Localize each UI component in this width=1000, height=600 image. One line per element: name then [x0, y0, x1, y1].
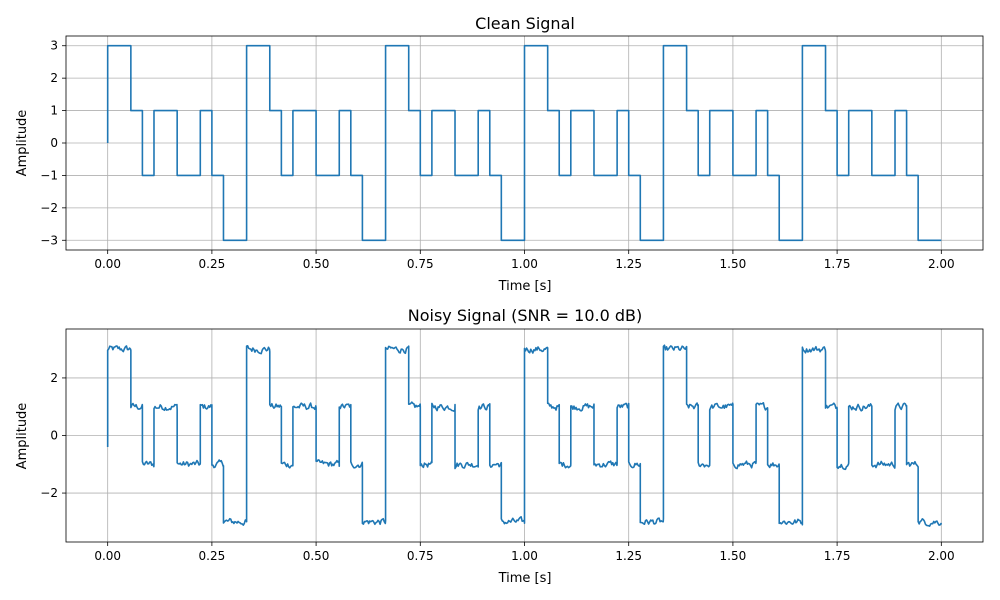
x-tick-label: 0.00	[94, 257, 121, 271]
noisy-signal-chart: Noisy Signal (SNR = 10.0 dB) 0.00 0.25 0.5…	[15, 306, 984, 586]
y-tick-label: 0	[50, 429, 58, 443]
x-tick-label: 1.75	[824, 549, 851, 563]
y-tick-label: 3	[50, 39, 58, 53]
x-tick-label: 2.00	[928, 549, 955, 563]
x-tick-label: 0.25	[199, 257, 226, 271]
x-axis-label: Time [s]	[498, 279, 552, 294]
x-tick-label: 0.50	[303, 549, 330, 563]
y-tick-label: −2	[40, 201, 58, 215]
x-tick-label: 0.75	[407, 549, 434, 563]
x-tick-label: 0.50	[303, 257, 330, 271]
y-axis-label: Amplitude	[15, 403, 30, 470]
y-tick-label: −3	[40, 233, 58, 247]
y-tick-label: 0	[50, 136, 58, 150]
chart-title: Noisy Signal (SNR = 10.0 dB)	[408, 306, 642, 325]
series	[106, 344, 943, 527]
y-axis-label: Amplitude	[15, 110, 30, 177]
x-tick-label: 0.25	[199, 549, 226, 563]
y-tick-label: −1	[40, 168, 58, 182]
x-axis-label: Time [s]	[498, 571, 552, 586]
y-tick-label: 2	[50, 71, 58, 85]
x-tick-label: 2.00	[928, 257, 955, 271]
x-tick-label: 1.75	[824, 257, 851, 271]
x-tick-label: 1.50	[720, 549, 747, 563]
ticks: 0.00 0.25 0.50 0.75 1.00 1.25 1.50 1.75 2.00 3 2 1 0…	[40, 39, 954, 271]
chart-title: Clean Signal	[475, 14, 575, 33]
signal-line	[106, 344, 943, 527]
x-tick-label: 0.00	[94, 549, 121, 563]
clean-signal-chart: Clean Signal 0.00 0.25 0.50 0.75 1.00 1.25 1.5…	[15, 14, 984, 294]
x-tick-label: 1.00	[511, 549, 538, 563]
series	[106, 44, 942, 242]
x-tick-label: 1.25	[615, 549, 642, 563]
ticks: 0.00 0.25 0.50 0.75 1.00 1.25 1.50 1.75 2.00 2 0 −2	[40, 371, 954, 563]
y-tick-label: 1	[50, 104, 58, 118]
x-tick-label: 1.25	[615, 257, 642, 271]
signal-line	[106, 44, 942, 242]
y-tick-label: 2	[50, 371, 58, 385]
x-tick-label: 0.75	[407, 257, 434, 271]
x-tick-label: 1.00	[511, 257, 538, 271]
y-tick-label: −2	[40, 486, 58, 500]
x-tick-label: 1.50	[720, 257, 747, 271]
